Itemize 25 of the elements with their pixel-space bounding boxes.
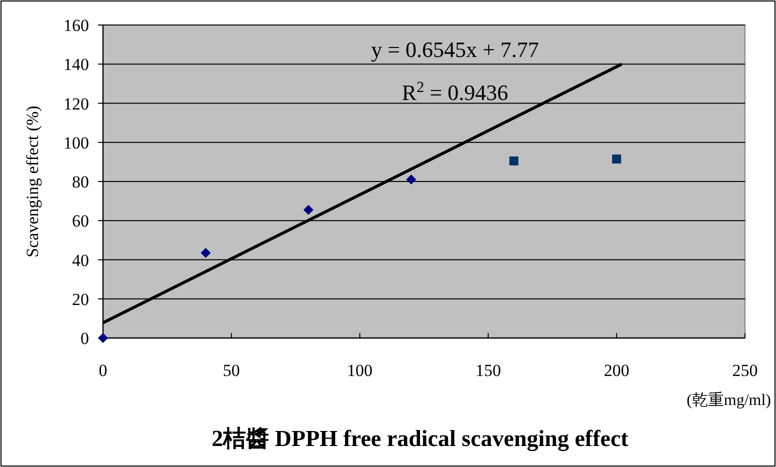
x-tick-label: 100 bbox=[347, 361, 373, 380]
annotation: y = 0.6545x + 7.77 bbox=[371, 37, 539, 62]
x-tick-label: 0 bbox=[98, 361, 108, 380]
point bbox=[406, 174, 416, 185]
text: 2桔醬 DPPH free radical scavenging effect bbox=[212, 426, 629, 452]
y-tick-label: 80 bbox=[72, 172, 89, 192]
y-tick-label: 160 bbox=[64, 16, 89, 35]
y-tick-label: 140 bbox=[64, 55, 89, 74]
x-tick-label: 200 bbox=[604, 361, 630, 380]
y-tick-label: 0 bbox=[80, 329, 89, 348]
point bbox=[612, 154, 622, 164]
x-tick-label: 50 bbox=[222, 361, 240, 380]
annotation: R$^{2}$ = 0.9436 bbox=[402, 78, 508, 105]
y-tick-label: 100 bbox=[64, 133, 89, 152]
x-axis-title: (乾重mg/ml) bbox=[686, 391, 771, 409]
y-tick-label: 20 bbox=[72, 290, 89, 309]
y-tick-label: 40 bbox=[72, 250, 89, 270]
y-axis-title: Scavenging effect (%) bbox=[23, 106, 42, 258]
point bbox=[200, 248, 211, 258]
y-tick-label: 120 bbox=[64, 94, 89, 114]
x-tick-label: 250 bbox=[732, 361, 758, 380]
x-tick-label: 150 bbox=[475, 361, 501, 380]
y-tick-label: 60 bbox=[72, 212, 89, 231]
point bbox=[303, 204, 314, 215]
point bbox=[509, 156, 518, 166]
